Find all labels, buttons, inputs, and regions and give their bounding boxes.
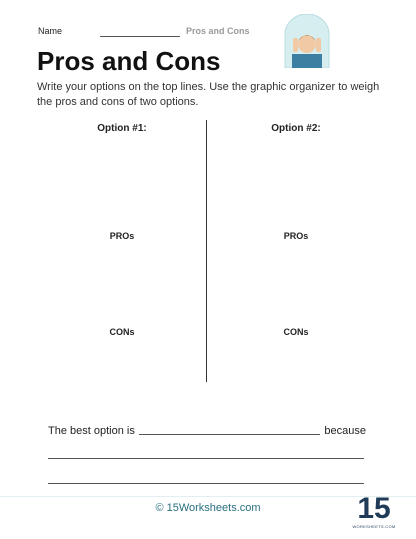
name-line	[100, 36, 180, 37]
answer-line	[48, 458, 364, 459]
logo: 15 WORKSHEETS.COM	[352, 492, 396, 530]
divider	[206, 120, 207, 382]
option-label: Option #2:	[271, 123, 321, 134]
hand-left	[293, 38, 298, 52]
title: Pros and Cons	[37, 46, 221, 76]
face	[298, 35, 316, 53]
pros-label: PROs	[109, 231, 135, 241]
shirt	[292, 54, 322, 68]
footer: © 15Worksheets.com	[155, 502, 261, 514]
conclusion-suffix: because	[324, 425, 366, 437]
logo-number: 15	[357, 492, 391, 525]
answer-line	[138, 434, 321, 435]
name-label: Name	[38, 26, 63, 36]
cons-label: CONs	[109, 327, 135, 337]
answer-line	[48, 483, 364, 484]
hand-right	[316, 38, 321, 52]
illustration	[284, 14, 330, 68]
instructions: Write your options on the top lines. Use…	[37, 81, 380, 108]
hair	[298, 35, 316, 41]
logo-text: WORKSHEETS.COM	[352, 524, 396, 529]
pros-label: PROs	[283, 231, 309, 241]
option-label: Option #1:	[97, 123, 147, 134]
footer-band	[0, 496, 416, 523]
cons-label: CONs	[283, 327, 309, 337]
conclusion: The best option is because	[48, 425, 366, 437]
header-title: Pros and Cons	[186, 26, 250, 36]
conclusion-prefix: The best option is	[48, 425, 135, 437]
